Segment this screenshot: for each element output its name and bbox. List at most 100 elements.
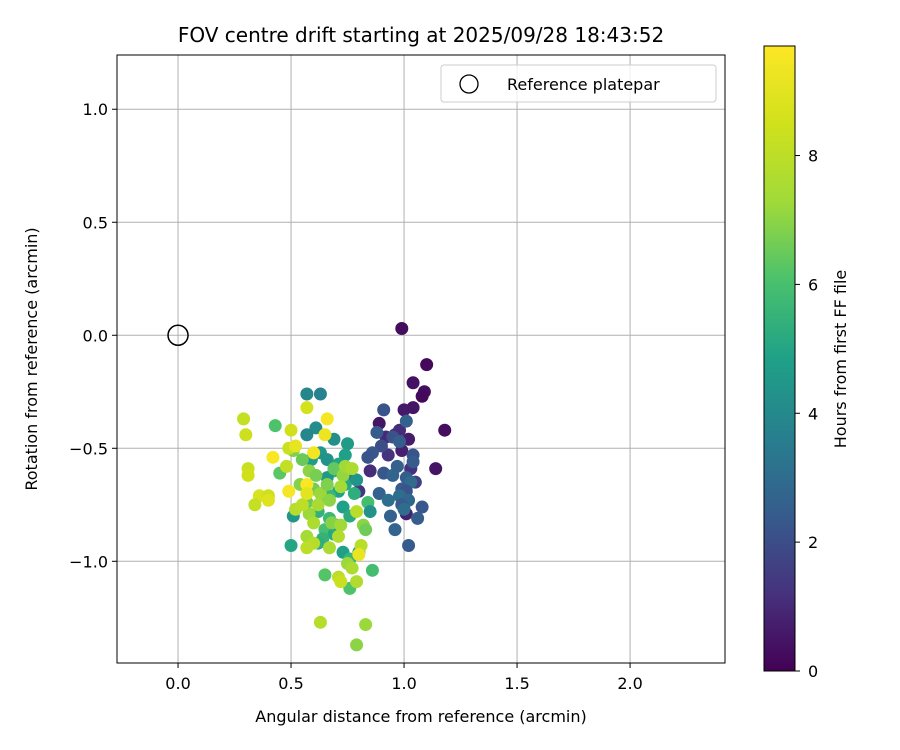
data-point: [388, 523, 402, 537]
data-point: [322, 493, 336, 507]
data-point: [266, 450, 280, 464]
y-tick-label: −1.0: [69, 552, 108, 571]
data-point: [284, 538, 298, 552]
data-point: [300, 477, 314, 491]
colorbar-tick-label: 8: [808, 147, 818, 166]
data-point: [295, 453, 309, 467]
legend: Reference platepar: [440, 64, 717, 103]
data-point: [393, 434, 407, 448]
data-point: [313, 486, 327, 500]
data-point: [307, 446, 321, 460]
y-axis-label: Rotation from reference (arcmin): [22, 227, 41, 490]
colorbar: 0 2 4 6 8 Hours from first FF file: [763, 45, 850, 681]
data-point: [284, 423, 298, 437]
data-point: [248, 498, 262, 512]
y-tick-label: 1.0: [83, 100, 108, 119]
y-tick-label: −0.5: [69, 439, 108, 458]
data-point: [363, 505, 377, 519]
data-point: [406, 376, 420, 390]
data-point: [311, 498, 325, 512]
data-point: [415, 500, 429, 514]
colorbar-tick-label: 6: [808, 275, 818, 294]
data-point: [336, 500, 350, 514]
data-point: [365, 563, 379, 577]
data-point: [322, 541, 336, 555]
data-point: [239, 428, 253, 442]
x-tick-label: 0.5: [278, 674, 303, 693]
data-point: [347, 486, 361, 500]
chart-title: FOV centre drift starting at 2025/09/28 …: [178, 23, 664, 47]
data-point: [318, 428, 332, 442]
data-point: [395, 321, 409, 335]
colorbar-gradient: [763, 45, 796, 672]
data-point: [350, 473, 364, 487]
data-point: [359, 523, 373, 537]
data-point: [241, 468, 255, 482]
reference-marker-group: [167, 324, 189, 347]
plot-area: [117, 55, 725, 663]
data-point: [338, 448, 352, 462]
data-point: [307, 516, 321, 530]
data-point: [313, 387, 327, 401]
data-point: [397, 502, 411, 516]
data-point: [332, 529, 346, 543]
data-point: [300, 486, 314, 500]
data-point: [313, 615, 327, 629]
x-tick-label: 1.5: [504, 674, 529, 693]
legend-label: Reference platepar: [507, 75, 660, 94]
data-point: [350, 505, 364, 519]
data-point: [334, 518, 348, 532]
data-point: [381, 448, 395, 462]
data-point: [399, 414, 413, 428]
data-point: [334, 480, 348, 494]
y-tick-label: 0.5: [83, 213, 108, 232]
y-axis-ticks: 1.0 0.5 0.0 −0.5 −1.0: [69, 100, 117, 571]
data-point: [300, 428, 314, 442]
data-point: [320, 477, 334, 491]
data-point: [359, 618, 373, 632]
data-point: [361, 450, 375, 464]
data-point: [352, 548, 366, 562]
legend-box: [440, 64, 717, 103]
data-point: [261, 493, 275, 507]
x-tick-label: 0.0: [165, 674, 190, 693]
data-point: [289, 439, 303, 453]
colorbar-label: Hours from first FF file: [831, 270, 850, 449]
data-point: [345, 462, 359, 476]
data-point: [309, 468, 323, 482]
data-point: [300, 541, 314, 555]
data-point: [341, 437, 355, 451]
x-tick-label: 2.0: [617, 674, 642, 693]
data-point: [327, 462, 341, 476]
data-points: [237, 321, 452, 652]
data-point: [300, 401, 314, 415]
x-axis-label: Angular distance from reference (arcmin): [255, 707, 586, 726]
colorbar-tick-label: 2: [808, 533, 818, 552]
data-point: [300, 387, 314, 401]
data-point: [318, 568, 332, 582]
data-point: [438, 423, 452, 437]
data-point: [406, 455, 420, 469]
data-point: [320, 412, 334, 426]
grid: [117, 55, 725, 663]
data-point: [237, 412, 251, 426]
plot-frame: [116, 54, 726, 664]
data-point: [381, 493, 395, 507]
data-point: [363, 464, 377, 478]
data-point: [377, 403, 391, 417]
data-point: [334, 575, 348, 589]
data-point: [295, 498, 309, 512]
data-point: [397, 403, 411, 417]
data-point: [402, 538, 416, 552]
data-point: [345, 561, 359, 575]
colorbar-ticks: 0 2 4 6 8: [795, 147, 818, 681]
legend-reference-marker: [459, 74, 479, 94]
data-point: [415, 389, 429, 403]
data-point: [350, 575, 364, 589]
data-point: [320, 453, 334, 467]
data-point: [420, 358, 434, 372]
data-point: [282, 484, 296, 498]
data-point: [374, 439, 388, 453]
data-point: [429, 462, 443, 476]
